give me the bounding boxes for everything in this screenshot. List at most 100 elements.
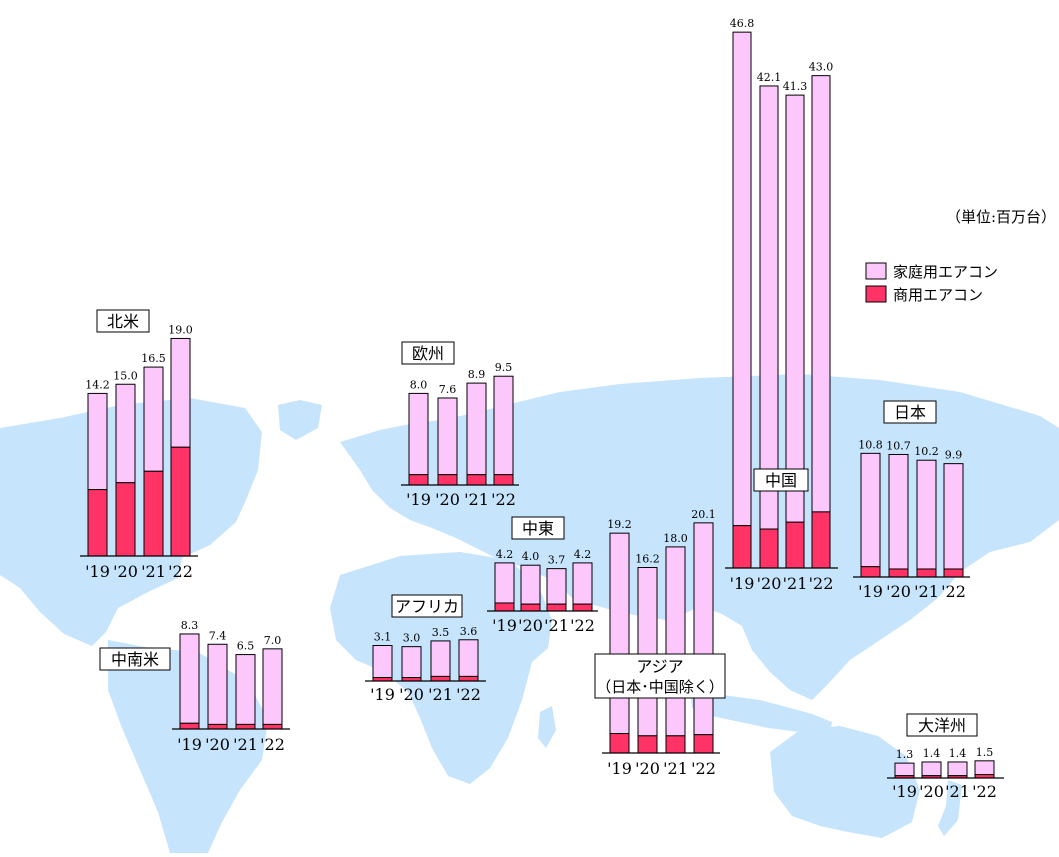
year-tick-label: '22 xyxy=(691,759,716,778)
region-sublabel: （日本･中国除く） xyxy=(596,678,724,696)
unit-label: （単位:百万台） xyxy=(946,208,1056,226)
total-value-label: 15.0 xyxy=(113,369,138,382)
map-madagascar xyxy=(538,706,556,748)
map-new-zealand xyxy=(938,780,962,836)
bar-commercial xyxy=(811,511,831,569)
bar-residential xyxy=(637,567,658,737)
region-label: アジア xyxy=(636,657,683,676)
total-value-label: 4.2 xyxy=(574,548,592,561)
total-value-label: 7.4 xyxy=(209,629,227,642)
year-tick-label: '22 xyxy=(491,490,516,509)
bar-commercial xyxy=(860,566,881,578)
total-value-label: 1.4 xyxy=(949,747,967,760)
total-value-label: 16.2 xyxy=(635,553,660,566)
year-tick-label: '20 xyxy=(886,582,911,601)
year-tick-label: '20 xyxy=(757,574,782,593)
bar-residential xyxy=(372,645,393,679)
total-value-label: 19.2 xyxy=(607,518,632,531)
bar-commercial xyxy=(520,603,541,612)
bar-residential xyxy=(916,459,937,570)
bar-groups: 14.2 '19 15.0 '20 16.5 '21 19.0 '22 北米 8.3 '19 7.4 '… xyxy=(80,17,1004,801)
bar-commercial xyxy=(493,474,514,486)
bar-commercial xyxy=(235,723,256,730)
bar-residential xyxy=(207,643,228,725)
year-tick-label: '19 xyxy=(858,582,883,601)
total-value-label: 18.0 xyxy=(663,532,688,545)
region-label: 大洋州 xyxy=(918,716,966,735)
bar-residential xyxy=(785,94,805,523)
total-value-label: 10.7 xyxy=(886,439,911,452)
region-label-box xyxy=(96,309,150,333)
year-tick-label: '21 xyxy=(914,582,939,601)
region-label-box xyxy=(594,653,726,699)
year-tick-label: '22 xyxy=(168,562,193,581)
bar-residential xyxy=(947,761,968,777)
region-label: 北米 xyxy=(107,312,139,331)
legend-swatch-residential xyxy=(865,262,887,280)
total-value-label: 3.7 xyxy=(548,554,566,567)
bar-commercial xyxy=(572,603,593,612)
region-label: 中国 xyxy=(765,471,797,490)
bar-commercial xyxy=(437,474,458,486)
year-tick-label: '20 xyxy=(919,782,944,801)
total-value-label: 46.8 xyxy=(730,17,755,30)
year-tick-label: '22 xyxy=(941,582,966,601)
year-tick-label: '19 xyxy=(85,562,110,581)
total-value-label: 1.4 xyxy=(923,747,941,760)
bar-residential xyxy=(408,392,429,476)
year-tick-label: '20 xyxy=(435,490,460,509)
total-value-label: 1.5 xyxy=(976,746,994,759)
bar-commercial xyxy=(732,525,752,569)
bar-commercial xyxy=(179,722,200,730)
bar-residential xyxy=(437,397,458,476)
total-value-label: 41.3 xyxy=(783,80,808,93)
region-label-box xyxy=(906,713,978,737)
legend-label-residential: 家庭用エアコン xyxy=(893,263,998,281)
bar-residential xyxy=(494,562,515,604)
legend-swatch-commercial xyxy=(865,285,887,303)
year-tick-label: '19 xyxy=(370,685,395,704)
year-tick-label: '22 xyxy=(809,574,834,593)
bar-group-0: 14.2 '19 15.0 '20 16.5 '21 19.0 '22 北米 xyxy=(80,309,198,581)
bar-commercial xyxy=(785,521,805,569)
bar-residential xyxy=(572,562,593,605)
year-tick-label: '22 xyxy=(456,685,481,704)
total-value-label: 8.0 xyxy=(410,378,428,391)
total-value-label: 8.3 xyxy=(181,619,199,632)
year-tick-label: '21 xyxy=(544,616,569,635)
bar-residential xyxy=(732,31,752,527)
bar-residential xyxy=(466,382,487,476)
total-value-label: 3.6 xyxy=(460,625,478,638)
bar-residential xyxy=(943,463,964,570)
bar-residential xyxy=(179,633,200,724)
year-tick-label: '22 xyxy=(260,735,285,754)
total-value-label: 9.9 xyxy=(945,449,963,462)
region-label: 欧州 xyxy=(412,344,444,363)
bar-commercial xyxy=(916,568,937,578)
bar-residential xyxy=(430,640,451,677)
bar-commercial xyxy=(430,675,451,682)
region-label-box xyxy=(883,400,937,424)
region-label-box xyxy=(99,647,171,671)
bar-commercial xyxy=(87,489,108,557)
bar-commercial xyxy=(546,603,567,612)
bar-residential xyxy=(520,564,541,605)
bar-residential xyxy=(143,366,164,472)
total-value-label: 7.6 xyxy=(439,383,457,396)
bar-residential xyxy=(921,761,942,777)
year-tick-label: '19 xyxy=(730,574,755,593)
year-tick-label: '21 xyxy=(783,574,808,593)
year-tick-label: '19 xyxy=(607,759,632,778)
bar-residential xyxy=(493,375,514,476)
total-value-label: 3.5 xyxy=(432,626,450,639)
total-value-label: 6.5 xyxy=(237,640,255,653)
bar-commercial xyxy=(143,470,164,557)
total-value-label: 16.5 xyxy=(141,352,166,365)
region-label: 中南米 xyxy=(111,650,159,669)
bar-group-4: 3.1 '19 3.0 '20 3.5 '21 3.6 '22 アフリカ xyxy=(365,594,486,704)
region-label-box xyxy=(753,468,809,492)
map-south-america xyxy=(108,640,268,853)
bar-residential xyxy=(235,654,256,725)
